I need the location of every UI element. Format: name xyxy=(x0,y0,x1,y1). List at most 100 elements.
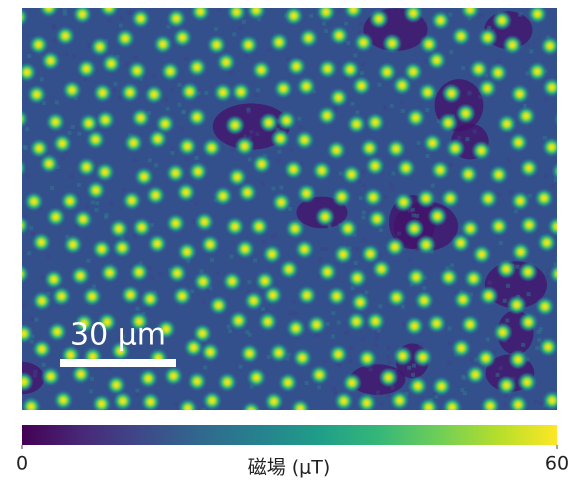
noise xyxy=(331,311,335,315)
field-spot xyxy=(508,395,528,415)
field-spot xyxy=(244,291,264,311)
field-spot xyxy=(445,138,465,158)
field-spot xyxy=(423,133,443,153)
noise xyxy=(255,132,259,136)
noise xyxy=(171,147,175,151)
noise xyxy=(338,9,342,13)
field-spot xyxy=(237,182,257,202)
colorbar-tick-label: 0 xyxy=(16,453,28,475)
field-spot xyxy=(327,286,347,306)
field-spot xyxy=(451,233,471,253)
field-spot xyxy=(509,132,529,152)
field-spot xyxy=(342,164,362,184)
field-spot xyxy=(146,185,166,205)
field-spot xyxy=(460,0,480,20)
field-spot xyxy=(451,338,471,358)
noise xyxy=(55,101,59,105)
noise xyxy=(180,127,184,131)
noise xyxy=(507,158,511,162)
noise xyxy=(358,29,362,33)
field-spot xyxy=(100,263,120,283)
field-spot xyxy=(460,314,480,334)
field-spot xyxy=(416,235,436,255)
field-spot xyxy=(222,271,242,291)
noise xyxy=(215,271,219,275)
field-spot xyxy=(177,242,197,262)
noise xyxy=(40,275,44,279)
noise xyxy=(469,358,473,362)
field-spot xyxy=(476,348,496,368)
field-spot xyxy=(404,316,424,336)
field-spot xyxy=(511,242,531,262)
field-spot xyxy=(352,76,372,96)
field-spot xyxy=(53,390,73,410)
field-spot xyxy=(188,162,208,182)
noise xyxy=(87,259,91,263)
field-spot xyxy=(167,263,187,283)
noise xyxy=(255,93,259,97)
noise xyxy=(289,311,293,315)
noise xyxy=(170,88,174,92)
field-spot xyxy=(542,77,562,97)
noise xyxy=(195,201,199,205)
noise xyxy=(27,251,31,255)
field-spot xyxy=(317,106,337,126)
figure: 30 μm 060 磁場 (μT) xyxy=(0,0,573,484)
field-spot xyxy=(235,136,255,156)
noise xyxy=(379,228,383,232)
noise xyxy=(305,381,309,385)
field-spot xyxy=(392,75,412,95)
noise xyxy=(527,292,531,296)
noise xyxy=(449,50,453,54)
noise xyxy=(119,16,123,20)
field-spot xyxy=(403,3,423,23)
field-spot xyxy=(540,36,560,56)
field-spot xyxy=(239,35,259,55)
field-spot xyxy=(32,339,52,359)
noise xyxy=(174,403,178,407)
field-spot xyxy=(551,161,571,181)
field-spot xyxy=(478,27,498,47)
field-spot xyxy=(14,324,34,344)
field-spot xyxy=(386,139,406,159)
noise xyxy=(113,88,117,92)
field-spot xyxy=(479,286,499,306)
field-spot xyxy=(225,115,245,135)
noise xyxy=(63,12,67,16)
field-spot xyxy=(252,154,272,174)
noise xyxy=(545,275,549,279)
field-spot xyxy=(9,264,29,284)
noise xyxy=(297,117,301,121)
field-spot xyxy=(76,59,96,79)
field-spot xyxy=(317,262,337,282)
noise xyxy=(362,238,366,242)
colorbar-tick-label: 60 xyxy=(545,453,569,475)
noise xyxy=(354,261,358,265)
field-spot xyxy=(465,365,485,385)
noise xyxy=(349,346,353,350)
field-spot xyxy=(333,244,353,264)
noise xyxy=(253,258,257,262)
field-spot xyxy=(438,113,458,133)
noise xyxy=(351,102,355,106)
field-spot xyxy=(285,219,305,239)
noise xyxy=(448,341,452,345)
noise xyxy=(136,307,140,311)
field-spot xyxy=(45,112,65,132)
field-spot xyxy=(414,290,434,310)
field-spot xyxy=(213,186,233,206)
field-spot xyxy=(377,62,397,82)
colorbar-label: 磁場 (μT) xyxy=(248,457,331,479)
field-spot xyxy=(413,347,433,367)
field-spot xyxy=(419,397,439,417)
field-spot xyxy=(92,239,112,259)
noise xyxy=(23,145,27,149)
noise xyxy=(417,141,421,145)
noise xyxy=(119,24,123,28)
field-spot xyxy=(251,60,271,80)
noise xyxy=(390,104,394,108)
field-spot xyxy=(538,337,558,357)
field-spot xyxy=(556,0,573,20)
noise xyxy=(425,154,429,158)
noise xyxy=(247,280,251,284)
